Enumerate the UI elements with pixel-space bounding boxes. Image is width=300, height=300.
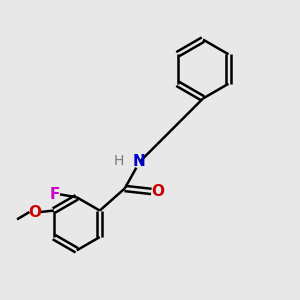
Text: F: F	[50, 187, 60, 202]
Text: O: O	[28, 205, 41, 220]
Text: N: N	[133, 154, 146, 169]
Text: O: O	[151, 184, 164, 199]
Text: H: H	[114, 154, 124, 167]
